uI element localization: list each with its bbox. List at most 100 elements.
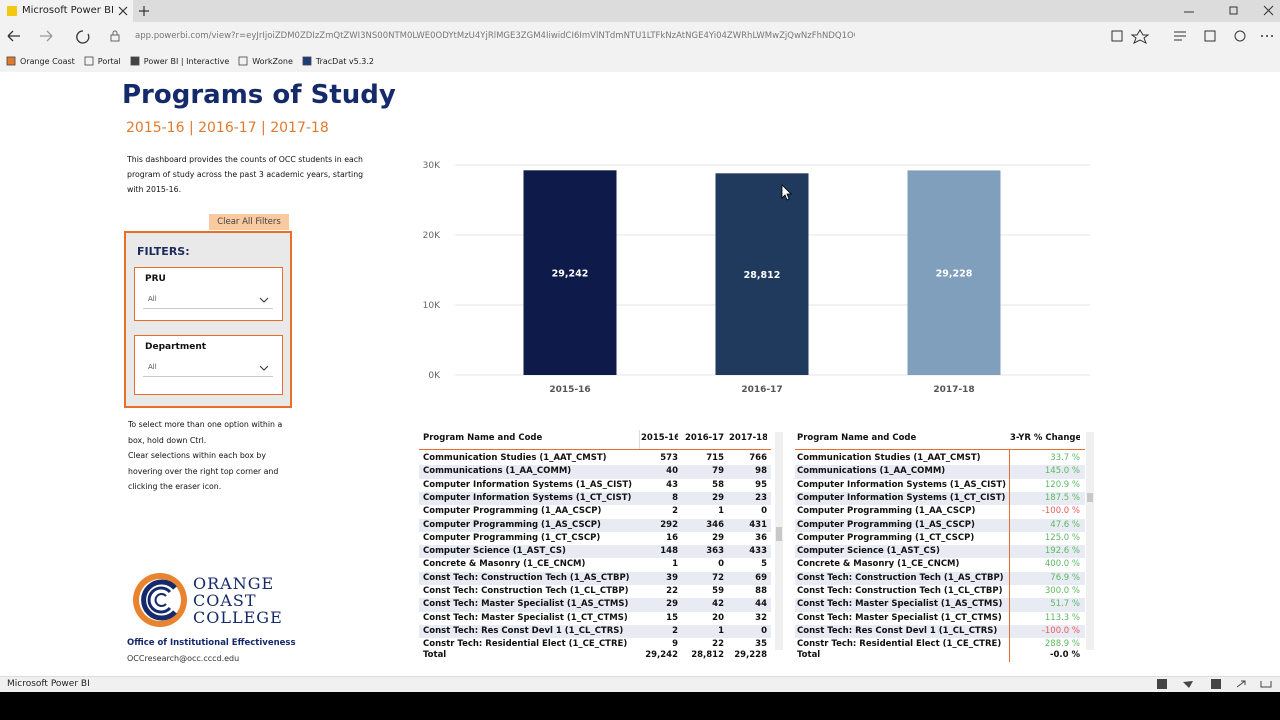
table-cell: Computer Information Systems (1_AS_CIST) xyxy=(797,479,1007,490)
icon-shape xyxy=(6,56,16,66)
column-header[interactable]: Program Name and Code xyxy=(423,433,543,443)
tab-close[interactable] xyxy=(118,6,128,16)
favorite-label: TracDat v5.3.2 xyxy=(315,56,374,66)
table-row xyxy=(419,611,771,625)
scrollbar[interactable] xyxy=(775,432,783,650)
page-subtitle: 2015-16 | 2016-17 | 2017-18 xyxy=(126,120,329,136)
bar xyxy=(715,173,809,375)
new-tab[interactable] xyxy=(138,5,150,17)
logo-line: ORANGE xyxy=(193,574,275,593)
column-header[interactable]: 2017-18 xyxy=(729,433,767,443)
chevron-shape xyxy=(259,297,269,303)
total-cell: 29,242 xyxy=(645,650,678,660)
nav-buttons[interactable] xyxy=(5,28,95,44)
table-cell: 58 xyxy=(712,479,724,490)
table-cell: Const Tech: Res Const Devl 1 (1_CL_CTRS) xyxy=(797,625,998,636)
data-label: 29,242 xyxy=(552,269,589,280)
table-cell: 300.0 % xyxy=(1044,586,1080,596)
table-cell: 29 xyxy=(666,599,678,610)
college-name: ORANGE COAST COLLEGE xyxy=(193,575,283,626)
table-cell: Const Tech: Master Specialist (1_CT_CTMS… xyxy=(797,612,1002,623)
help-line: Clear selections within each box by hove… xyxy=(128,451,279,491)
favorite[interactable]: TracDat v5.3.2 xyxy=(302,56,374,66)
table-row xyxy=(419,624,771,639)
table-cell: 431 xyxy=(749,519,767,530)
table-row xyxy=(795,465,1085,479)
table-cell: 192.6 % xyxy=(1044,546,1080,557)
table-row xyxy=(419,505,771,519)
header-divider xyxy=(419,449,771,450)
table-cell: 88 xyxy=(755,586,767,596)
address-bar[interactable]: app.powerbi.com/view?r=eyJrIjoiZDM0ZDIzZ… xyxy=(135,31,855,41)
table-cell: Computer Science (1_AST_CS) xyxy=(423,546,566,557)
table-cell: Computer Information Systems (1_CT_CIST) xyxy=(797,492,1006,503)
tab-icon xyxy=(7,6,17,16)
table-cell: Computer Information Systems (1_CT_CIST) xyxy=(423,492,632,503)
table-row xyxy=(419,638,771,652)
table-row xyxy=(795,478,1085,492)
page-title: Programs of Study xyxy=(122,80,396,110)
table-cell: Const Tech: Construction Tech (1_CL_CTBP… xyxy=(423,586,629,596)
table-row xyxy=(419,571,771,585)
favorite[interactable]: Orange Coast xyxy=(6,56,75,66)
total-cell: 28,812 xyxy=(691,650,724,660)
icon-shape xyxy=(84,56,94,66)
tab[interactable] xyxy=(0,0,133,22)
favorite[interactable]: Portal xyxy=(84,56,121,66)
scroll-thumb[interactable] xyxy=(1087,493,1093,502)
table-cell: 1 xyxy=(672,559,678,570)
clear-filters-button[interactable]: Clear All Filters xyxy=(209,214,289,230)
table-cell: Const Tech: Construction Tech (1_CL_CTBP… xyxy=(797,586,1003,596)
table-cell: Concrete & Masonry (1_CE_CNCM) xyxy=(423,559,586,570)
email[interactable]: OCCresearch@occ.cccd.edu xyxy=(127,654,240,663)
table-cell: 715 xyxy=(706,453,724,463)
header-divider xyxy=(795,449,1085,450)
table-cell: Const Tech: Master Specialist (1_AS_CTMS… xyxy=(423,599,629,610)
table-row xyxy=(419,598,771,612)
slicer-dropdown[interactable]: All xyxy=(143,360,273,377)
column-header[interactable]: 3-YR % Change xyxy=(1010,433,1080,443)
scrollbar[interactable] xyxy=(1086,432,1094,650)
share-icons[interactable] xyxy=(1155,678,1275,690)
table-row xyxy=(795,611,1085,625)
toolbar xyxy=(0,22,1280,72)
column-header[interactable]: Program Name and Code xyxy=(797,433,917,443)
table-cell: 29 xyxy=(712,492,724,503)
favorite-icon xyxy=(6,56,16,66)
description: This dashboard provides the counts of OC… xyxy=(127,155,364,194)
table-cell: 23 xyxy=(755,492,767,503)
dropdown-chevron xyxy=(259,365,269,371)
favorite-icon xyxy=(238,56,248,66)
table-row xyxy=(795,558,1085,572)
table-row xyxy=(419,558,771,572)
favorite-label: Power BI | Interactive xyxy=(143,56,230,66)
table-cell: 8 xyxy=(672,492,678,503)
table-row xyxy=(795,491,1085,506)
slicer-dropdown[interactable]: All xyxy=(143,292,273,309)
table-row xyxy=(795,624,1085,639)
table-cell: 79 xyxy=(712,466,724,477)
table-cell: 0 xyxy=(718,559,724,570)
table-cell: 125.0 % xyxy=(1044,532,1080,543)
total-cell: Total xyxy=(797,650,821,660)
table-cell: Constr Tech: Residential Elect (1_CE_CTR… xyxy=(797,639,1002,650)
table-cell: 363 xyxy=(706,546,724,557)
table-row xyxy=(795,531,1085,546)
table-cell: 288.9 % xyxy=(1044,639,1080,650)
column-header[interactable]: 2015-16 xyxy=(641,433,678,443)
favorite-label: Orange Coast xyxy=(20,56,75,66)
table-cell: Computer Information Systems (1_AS_CIST) xyxy=(423,479,633,490)
scroll-thumb[interactable] xyxy=(776,527,782,541)
toolbar-icons[interactable] xyxy=(1110,28,1275,44)
help-line: To select more than one option within a … xyxy=(128,420,283,445)
favorite[interactable]: WorkZone xyxy=(238,56,293,66)
table-cell: 32 xyxy=(755,612,767,623)
table-cell: 43 xyxy=(666,479,678,490)
favorite-label: Portal xyxy=(97,56,121,66)
favorite[interactable]: Power BI | Interactive xyxy=(130,56,229,66)
change-table: Program Name and Code 3-YR % Change Commun… xyxy=(795,430,1085,663)
column-header[interactable]: 2016-17 xyxy=(685,433,724,443)
table-cell: Communications (1_AA_COMM) xyxy=(797,466,946,477)
window-controls[interactable] xyxy=(1180,4,1276,18)
table-cell: 35 xyxy=(755,639,767,650)
